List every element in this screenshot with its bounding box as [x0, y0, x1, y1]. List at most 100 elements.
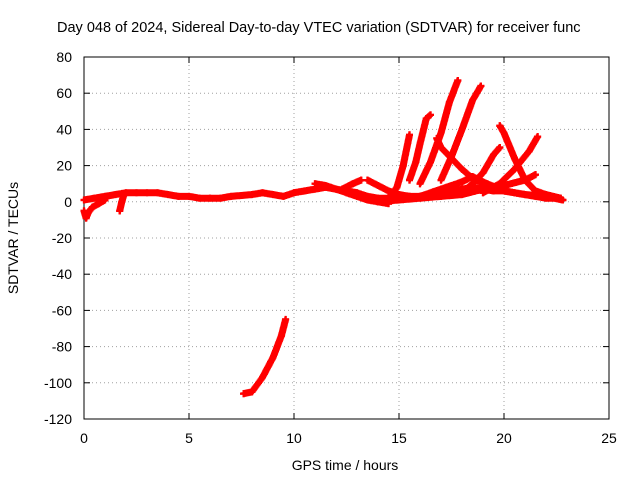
chart-title: Day 048 of 2024, Sidereal Day-to-day VTE…	[57, 20, 581, 36]
data-point	[532, 171, 539, 179]
series-arc-17	[416, 77, 462, 188]
data-point	[500, 187, 508, 195]
data-point	[521, 176, 529, 184]
data-point	[534, 133, 542, 141]
data-point	[395, 196, 403, 204]
x-tick-label: 10	[286, 430, 302, 446]
x-tick-label: 5	[185, 430, 193, 446]
data-point	[238, 191, 245, 199]
data-point	[437, 185, 445, 193]
data-point	[458, 165, 466, 173]
data-point	[437, 176, 445, 184]
data-point	[427, 111, 434, 119]
data-point	[118, 198, 126, 206]
series-early-low	[80, 196, 109, 222]
data-point	[217, 194, 224, 202]
data-point	[206, 194, 214, 202]
data-point	[521, 191, 529, 199]
data-point	[469, 96, 476, 104]
data-point	[120, 191, 128, 199]
data-point	[91, 194, 98, 202]
data-point	[259, 373, 266, 381]
data-point	[112, 191, 119, 199]
data-point	[412, 158, 420, 166]
data-point	[311, 180, 319, 188]
data-point	[116, 207, 124, 215]
y-tick-label: 40	[56, 121, 72, 137]
data-point	[101, 196, 109, 204]
data-point	[322, 182, 329, 190]
data-point	[364, 176, 371, 184]
x-tick-label: 0	[80, 430, 88, 446]
data-point	[164, 191, 172, 199]
data-point	[248, 388, 256, 396]
data-point	[259, 189, 266, 197]
y-tick-label: 0	[64, 194, 72, 210]
data-point	[82, 214, 90, 222]
x-tick-label: 15	[391, 430, 407, 446]
data-point	[458, 178, 466, 186]
series-diag-16	[416, 172, 567, 204]
data-point	[458, 125, 466, 133]
data-point	[437, 144, 445, 151]
data-point	[80, 196, 88, 204]
data-point	[559, 196, 567, 204]
data-point	[496, 122, 504, 130]
series-arc-15b	[385, 131, 413, 202]
data-point	[399, 162, 407, 170]
data-point	[479, 169, 487, 177]
data-point	[458, 191, 466, 199]
data-point	[437, 129, 445, 137]
data-point	[477, 82, 485, 90]
data-point	[143, 189, 151, 197]
data-point	[479, 178, 487, 186]
y-tick-labels: -120 -100 -80 -60 -40 -20 0 20 40 60 80	[44, 49, 72, 427]
data-point	[185, 192, 193, 200]
data-marks	[80, 77, 567, 398]
data-point	[248, 191, 256, 199]
y-tick-label: 60	[56, 85, 72, 101]
data-point	[416, 192, 424, 200]
data-point	[406, 176, 413, 184]
data-point	[301, 187, 308, 195]
data-point	[525, 147, 533, 155]
data-point	[542, 192, 550, 200]
data-point	[332, 185, 340, 193]
data-point	[427, 158, 434, 166]
y-tick-label: -60	[52, 302, 72, 318]
y-tick-label: 20	[56, 158, 72, 174]
data-point	[349, 180, 357, 188]
data-point	[422, 115, 430, 123]
data-point	[454, 77, 462, 85]
data-point	[393, 183, 401, 191]
series-arc-16	[406, 111, 434, 184]
data-point	[500, 129, 508, 137]
data-point	[240, 390, 248, 398]
data-point	[84, 209, 92, 217]
series-arc-18	[437, 82, 485, 184]
data-point	[374, 198, 382, 206]
data-point	[154, 189, 161, 197]
data-point	[469, 172, 476, 180]
data-point	[416, 180, 424, 188]
data-point	[290, 189, 298, 197]
data-point	[269, 191, 277, 199]
data-point	[277, 332, 285, 340]
data-point	[196, 194, 203, 202]
y-tick-label: -80	[52, 339, 72, 355]
data-point	[437, 192, 445, 200]
grid-lines	[84, 57, 609, 419]
y-tick-label: -120	[44, 411, 72, 427]
data-point	[490, 151, 497, 159]
y-axis-label: SDTVAR / TECUs	[5, 182, 21, 294]
data-point	[374, 182, 382, 190]
data-point	[433, 134, 441, 142]
series-dip	[240, 315, 290, 398]
axis-ticks	[83, 56, 610, 420]
data-point	[511, 154, 518, 162]
data-point	[175, 192, 182, 200]
data-point	[496, 144, 504, 151]
y-tick-label: -20	[52, 230, 72, 246]
